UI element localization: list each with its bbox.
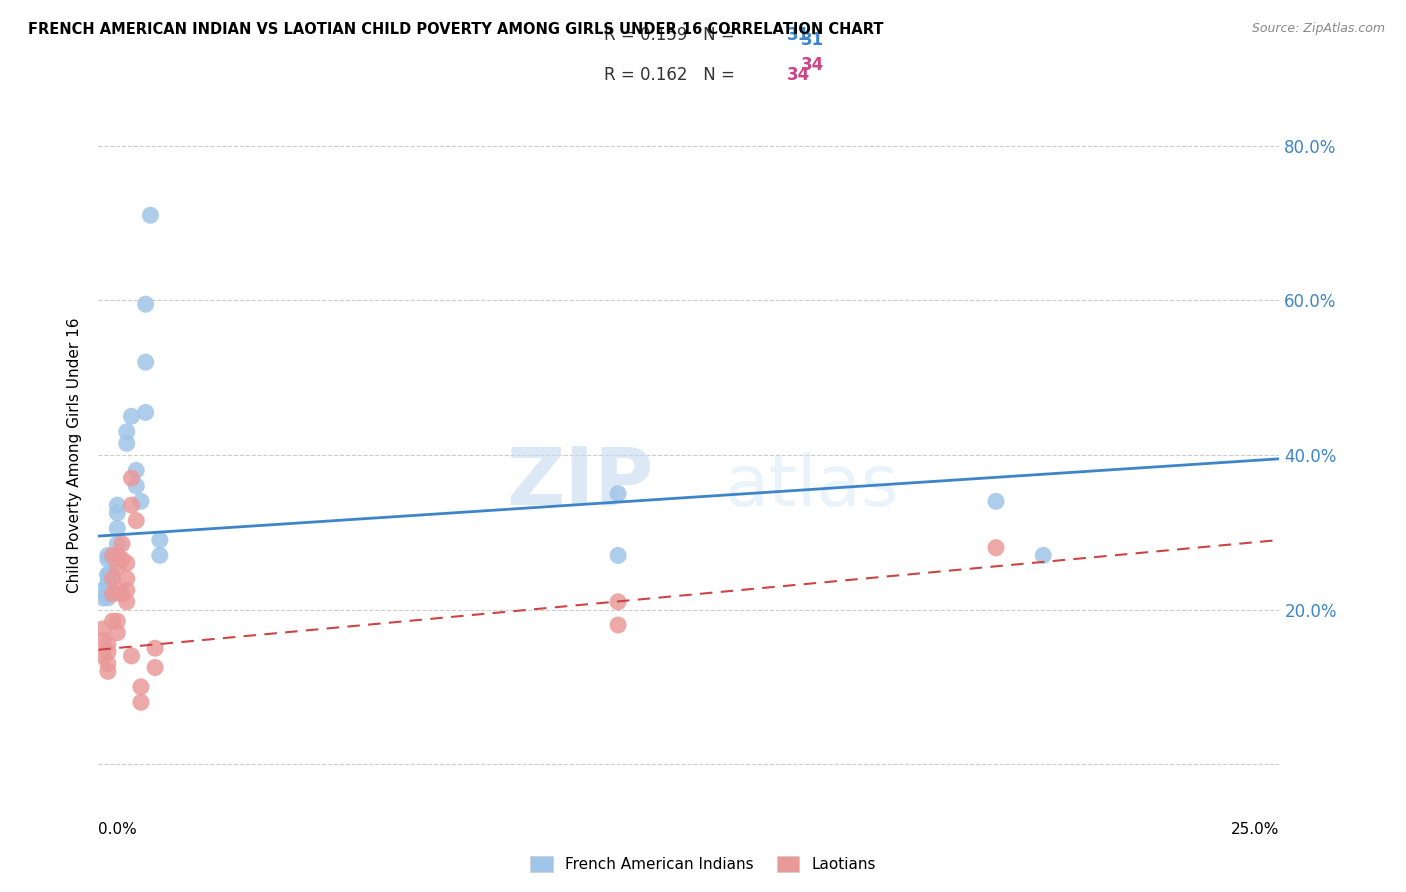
Point — [129, 695, 152, 709]
Point — [125, 479, 148, 493]
Point — [135, 297, 157, 311]
Point — [105, 560, 128, 574]
Point — [101, 572, 124, 586]
Point — [135, 405, 157, 419]
Point — [91, 583, 114, 598]
Text: atlas: atlas — [724, 451, 898, 521]
Point — [607, 486, 630, 500]
Point — [111, 537, 134, 551]
Point — [1032, 549, 1054, 563]
Point — [97, 591, 120, 605]
Point — [97, 567, 120, 582]
Point — [105, 625, 128, 640]
Point — [97, 583, 120, 598]
Point — [111, 552, 134, 566]
Point — [91, 622, 114, 636]
Point — [101, 567, 124, 582]
Text: R = 0.159   N =: R = 0.159 N = — [605, 26, 740, 44]
Point — [607, 595, 630, 609]
Point — [121, 498, 143, 512]
Point — [115, 595, 138, 609]
Text: Source: ZipAtlas.com: Source: ZipAtlas.com — [1251, 22, 1385, 36]
Point — [143, 660, 166, 674]
Point — [105, 549, 128, 563]
Point — [101, 587, 124, 601]
Point — [97, 567, 120, 582]
FancyBboxPatch shape — [533, 62, 586, 88]
Point — [91, 633, 114, 648]
Point — [97, 657, 120, 671]
Point — [97, 549, 120, 563]
Point — [129, 680, 152, 694]
Text: 25.0%: 25.0% — [1232, 822, 1279, 837]
Text: R = 0.162   N =: R = 0.162 N = — [605, 66, 740, 84]
Point — [984, 494, 1007, 508]
Point — [105, 506, 128, 520]
Point — [115, 583, 138, 598]
Point — [101, 552, 124, 566]
Point — [97, 645, 120, 659]
Text: 34: 34 — [787, 66, 810, 84]
Point — [143, 641, 166, 656]
Point — [121, 471, 143, 485]
Point — [111, 587, 134, 601]
Point — [97, 637, 120, 651]
Text: FRENCH AMERICAN INDIAN VS LAOTIAN CHILD POVERTY AMONG GIRLS UNDER 16 CORRELATION: FRENCH AMERICAN INDIAN VS LAOTIAN CHILD … — [28, 22, 883, 37]
Legend: French American Indians, Laotians: French American Indians, Laotians — [522, 848, 884, 880]
Point — [97, 665, 120, 679]
Point — [607, 549, 630, 563]
Point — [115, 572, 138, 586]
Point — [105, 498, 128, 512]
Point — [149, 549, 172, 563]
Point — [984, 541, 1007, 555]
Point — [139, 208, 162, 222]
Point — [97, 552, 120, 566]
Text: 31: 31 — [801, 31, 824, 49]
Point — [121, 648, 143, 663]
Text: 34: 34 — [801, 56, 824, 74]
Text: 0.0%: 0.0% — [98, 822, 138, 837]
Point — [91, 648, 114, 663]
Text: 31: 31 — [787, 26, 810, 44]
Point — [135, 355, 157, 369]
FancyBboxPatch shape — [512, 10, 866, 100]
Point — [97, 575, 120, 590]
Point — [105, 583, 128, 598]
Point — [121, 409, 143, 424]
Point — [125, 514, 148, 528]
Text: ZIP: ZIP — [506, 443, 654, 522]
Point — [101, 614, 124, 628]
Point — [115, 425, 138, 439]
Point — [105, 521, 128, 535]
Point — [105, 537, 128, 551]
FancyBboxPatch shape — [533, 21, 586, 48]
Point — [91, 591, 114, 605]
Point — [101, 549, 124, 563]
Point — [129, 494, 152, 508]
Point — [115, 436, 138, 450]
Y-axis label: Child Poverty Among Girls Under 16: Child Poverty Among Girls Under 16 — [67, 318, 83, 592]
Point — [115, 556, 138, 570]
Point — [105, 614, 128, 628]
Point — [125, 463, 148, 477]
Point — [149, 533, 172, 547]
Point — [607, 618, 630, 632]
